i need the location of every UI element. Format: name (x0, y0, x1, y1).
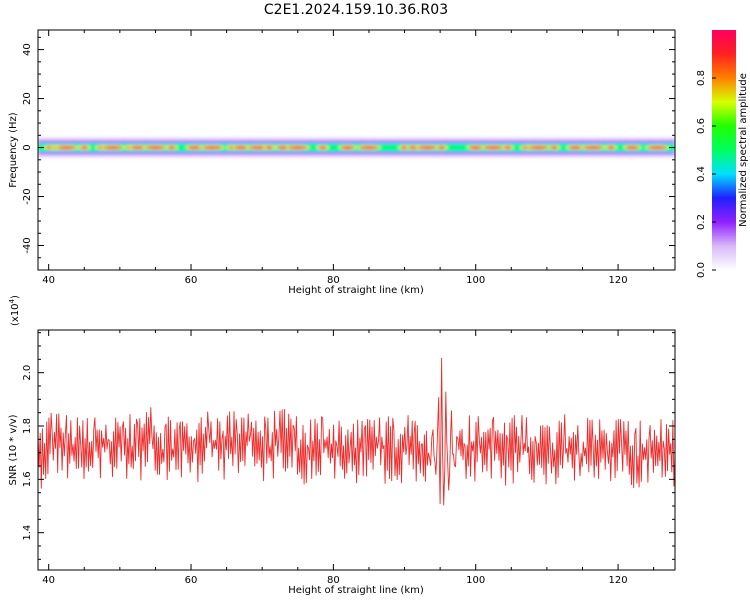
snr-multiplier-label: (x104) (8, 295, 21, 326)
snr-x-axis-label: Height of straight line (km) (288, 585, 424, 596)
band-hotspot-inner (528, 145, 549, 150)
band-hotspot-inner (503, 145, 512, 150)
band-hotspot-inner (167, 145, 176, 150)
spectrogram-x-tick-label: 40 (42, 275, 55, 286)
snr-y-axis-label: SNR (10 * v/v) (8, 414, 19, 485)
band-hotspot-inner (437, 145, 446, 150)
spectrogram-x-axis-label: Height of straight line (km) (288, 285, 424, 296)
spectrogram-x-tick-label: 60 (185, 275, 198, 286)
snr-panel: 40 60 80 100 120 1.4 1.6 1.8 2.0 Height of stra… (8, 295, 676, 596)
snr-y-tick-label: 2.0 (22, 365, 33, 381)
spectrogram-y-tick-label: 20 (22, 92, 33, 105)
snr-y-tick-label: 1.6 (22, 471, 33, 487)
colorbar-tick-label: 0.0 (696, 262, 707, 278)
colorbar-tick-label: 0.8 (696, 70, 707, 86)
spectrogram-band (38, 137, 675, 158)
band-hotspot-inner (483, 145, 504, 150)
spectrogram-y-axis-label: Frequency (Hz) (8, 112, 19, 188)
band-hotspot-inner (145, 145, 166, 150)
snr-y-tick-label: 1.4 (22, 525, 33, 541)
spectrogram-y-tick-label: 40 (22, 43, 33, 56)
snr-y-tick-label: 1.8 (22, 418, 33, 434)
band-hotspot-inner (417, 145, 438, 150)
band-hotspot-inner (318, 145, 327, 150)
band-hotspot-inner (265, 145, 274, 150)
snr-series-line (38, 357, 675, 506)
spectrogram-band-layer (38, 137, 675, 158)
band-hotspot-inner (340, 145, 355, 150)
spectrogram-y-tick-label: -40 (22, 237, 33, 253)
colorbar-gradient (712, 30, 736, 270)
band-hotspot-inner (102, 145, 123, 150)
figure-title: C2E1.2024.159.10.36.R03 (264, 2, 448, 18)
colorbar-tick-label: 0.2 (696, 214, 707, 230)
colorbar-label: Normalized spectral amplitude (738, 73, 749, 227)
band-hotspot-inner (583, 145, 604, 150)
band-hotspot-inner (202, 145, 223, 150)
spectrogram-x-tick-label: 120 (609, 275, 628, 286)
snr-x-tick-label: 80 (327, 575, 340, 586)
band-hotspot-inner (606, 145, 615, 150)
snr-x-tick-label: 60 (185, 575, 198, 586)
band-hotspot-inner (568, 145, 583, 150)
snr-x-ticks: 40 60 80 100 120 (42, 330, 655, 586)
band-hotspot-inner (468, 145, 483, 150)
band-hotspot-inner (287, 145, 308, 150)
band-hotspot-inner (233, 145, 248, 150)
band-hotspot-inner (187, 145, 202, 150)
band-hotspot-inner (647, 145, 668, 150)
snr-x-tick-label: 120 (609, 575, 628, 586)
snr-y-ticks: 1.4 1.6 1.8 2.0 (22, 332, 675, 560)
snr-x-tick-label: 40 (42, 575, 55, 586)
snr-x-tick-label: 100 (466, 575, 485, 586)
band-hotspot-inner (625, 145, 640, 150)
spectrogram-frame (37, 29, 676, 271)
colorbar-tick-label: 0.6 (696, 118, 707, 134)
colorbar-tick-label: 0.4 (696, 166, 707, 182)
band-hotspot-inner (130, 145, 145, 150)
band-hotspot-inner (80, 145, 89, 150)
spectrogram-y-tick-label: -20 (22, 188, 33, 204)
spectrogram-panel: 40 60 80 100 120 -40 -20 0 20 40 Height of strai… (8, 29, 676, 296)
spectrogram-y-ticks: -40 -20 0 20 40 (22, 36, 675, 271)
snr-frame (37, 329, 676, 571)
colorbar-ticks: 0.0 0.2 0.4 0.6 0.8 (696, 70, 716, 278)
spectrogram-x-tick-label: 80 (327, 275, 340, 286)
band-hotspot-inner (550, 145, 559, 150)
spectrogram-x-tick-label: 100 (466, 275, 485, 286)
colorbar: 0.0 0.2 0.4 0.6 0.8 Normalized spectral ampl… (696, 30, 749, 278)
band-hotspot-inner (56, 145, 77, 150)
spectrogram-y-tick-label: 0 (22, 144, 33, 150)
band-hotspot-inner (400, 145, 409, 150)
spectrogram-x-ticks: 40 60 80 100 120 (42, 30, 655, 286)
band-hotspot-inner (358, 145, 379, 150)
